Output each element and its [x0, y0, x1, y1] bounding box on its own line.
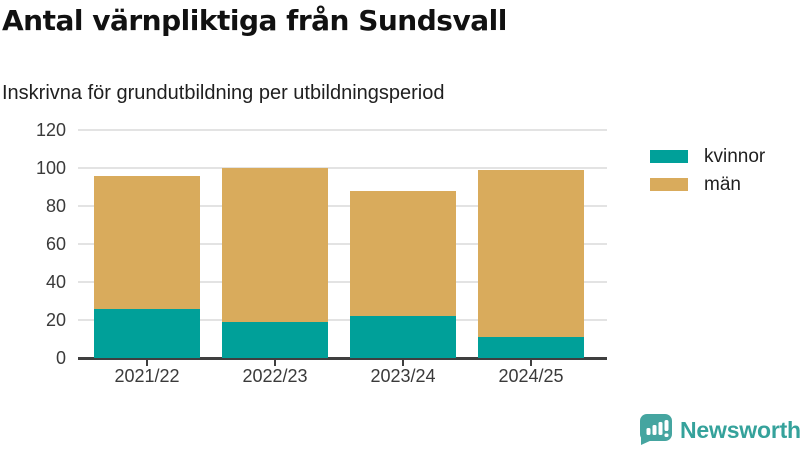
bar-2023-24 [350, 190, 456, 358]
gridline-20 [78, 319, 607, 321]
bar-2024-25 [478, 169, 584, 358]
legend-swatch-män [650, 178, 688, 191]
y-tick-label-20: 20 [45, 310, 66, 330]
legend-item-män: män [650, 173, 765, 195]
y-tick-label-60: 60 [45, 234, 66, 254]
bar-segment-män-2023-24 [350, 190, 456, 317]
y-tick-label-120: 120 [35, 120, 66, 140]
legend: kvinnor män [650, 145, 766, 204]
gridline-40 [78, 281, 607, 283]
bar-segment-män-2021-22 [94, 175, 200, 309]
newsworthy-wordmark: Newsworthy [680, 416, 800, 443]
bar-segment-kvinnor-2023-24 [350, 316, 456, 358]
gridline-120 [78, 129, 607, 131]
x-tick-label-2022-23: 2022/23 [242, 366, 308, 386]
x-axis-line [78, 357, 607, 360]
x-tick-2022-23 [274, 360, 276, 366]
x-tick-2023-24 [402, 360, 404, 366]
newsworthy-icon [639, 414, 673, 446]
legend-label-män: män [704, 173, 741, 195]
bar-2021-22 [94, 175, 200, 358]
x-tick-label-2024-25: 2024/25 [498, 366, 564, 386]
y-tick-label-40: 40 [45, 272, 66, 292]
bar-segment-kvinnor-2024-25 [478, 337, 584, 358]
chart-title: Antal värnpliktiga från Sundsvall [2, 4, 507, 37]
x-tick-2024-25 [530, 360, 532, 366]
legend-swatch-kvinnor [650, 150, 688, 163]
gridline-100 [78, 167, 607, 169]
y-tick-label-100: 100 [35, 158, 66, 178]
bar-segment-kvinnor-2021-22 [94, 308, 200, 358]
x-tick-label-2023-24: 2023/24 [370, 366, 436, 386]
y-tick-label-80: 80 [45, 196, 66, 216]
legend-label-kvinnor: kvinnor [704, 145, 766, 167]
x-tick-2021-22 [146, 360, 148, 366]
bar-2022-23 [222, 168, 328, 358]
legend-item-kvinnor: kvinnor [650, 145, 766, 167]
newsworthy-logo[interactable]: Newsworthy [639, 414, 800, 446]
plot-area [78, 129, 607, 360]
gridline-60 [78, 243, 607, 245]
gridline-80 [78, 205, 607, 207]
y-tick-label-0: 0 [55, 348, 66, 368]
x-tick-label-2021-22: 2021/22 [114, 366, 180, 386]
chart-subtitle: Inskrivna för grundutbildning per utbild… [2, 82, 445, 104]
bar-segment-män-2022-23 [222, 168, 328, 322]
bar-segment-kvinnor-2022-23 [222, 321, 328, 358]
bar-segment-män-2024-25 [478, 169, 584, 338]
